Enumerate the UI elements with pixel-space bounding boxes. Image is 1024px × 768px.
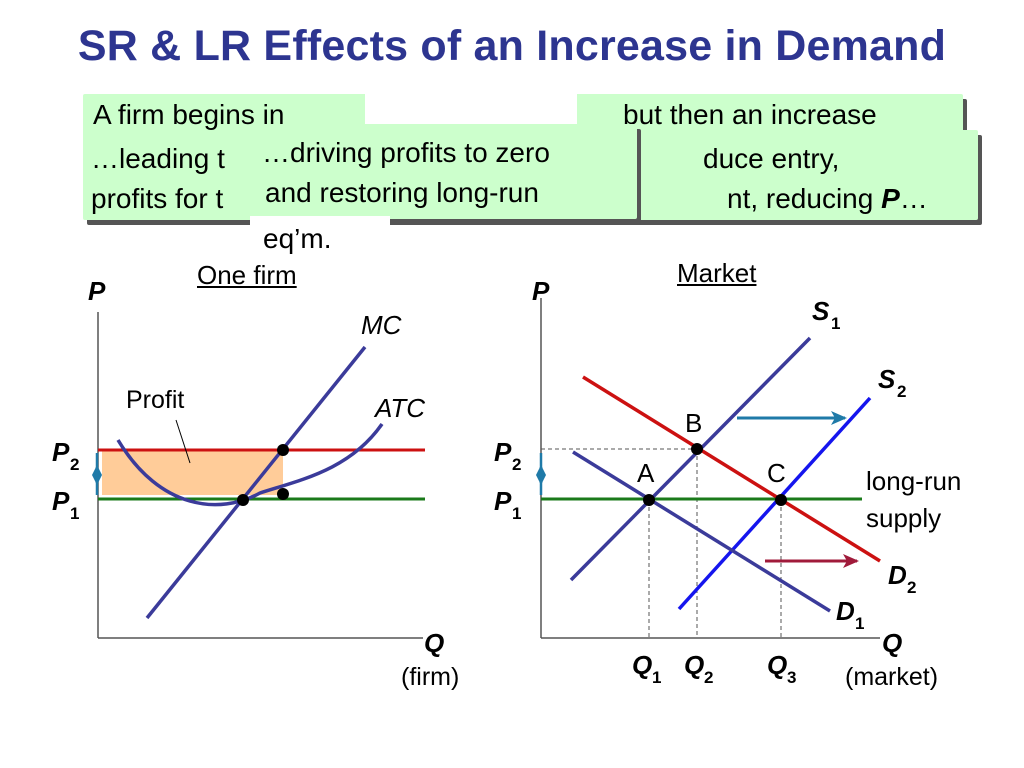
d1-sub: 1: [855, 614, 865, 633]
point-a: [643, 494, 655, 506]
market-p2-label: P: [494, 437, 512, 467]
d1-label: D: [836, 596, 855, 626]
lr-supply-label-line2: supply: [866, 503, 942, 533]
point-c-label: C: [767, 458, 786, 488]
profit-label: Profit: [126, 386, 185, 414]
d2-curve: [582, 375, 881, 563]
market-p1-sub: 1: [512, 504, 522, 523]
box2-line2-ellipsis: …: [899, 183, 928, 214]
text-box-zero-profit: …driving profits to zero and restoring l…: [257, 124, 637, 219]
q2-label: Q: [684, 650, 705, 680]
s2-sub: 2: [897, 382, 907, 401]
s2-curve: [677, 396, 872, 611]
box2-line2-right-text: nt, reducing: [727, 183, 882, 214]
market-y-axis-label: P: [532, 276, 550, 306]
s2-label: S: [878, 364, 896, 394]
atc-curve: [116, 422, 384, 507]
box2-line1-left: …leading t: [91, 143, 225, 174]
s1-curve: [569, 336, 812, 582]
point-b: [691, 443, 703, 455]
box1-right-text: but then an increase: [623, 99, 877, 130]
market-p2-sub: 2: [512, 455, 522, 474]
box2-line2-price-var: P: [881, 183, 900, 214]
d2-sub: 2: [907, 578, 917, 597]
firm-p1-label: P: [52, 486, 70, 516]
q3-sub: 3: [787, 668, 797, 687]
s1-label: S: [812, 296, 830, 326]
firm-point-p2-mc: [277, 444, 289, 456]
q1-sub: 1: [652, 668, 662, 687]
firm-p1-sub: 1: [70, 504, 80, 523]
box3-tail: [250, 216, 390, 256]
box3-line2: and restoring long-run: [265, 177, 539, 208]
firm-point-p1: [237, 494, 249, 506]
d1-curve: [572, 450, 831, 613]
q2-sub: 2: [704, 668, 714, 687]
point-b-label: B: [685, 408, 703, 438]
firm-p2-label: P: [52, 437, 70, 467]
q3-label: Q: [767, 650, 788, 680]
firm-graph-title: One firm: [197, 260, 297, 290]
point-a-label: A: [637, 458, 655, 488]
firm-x-axis-note: (firm): [401, 663, 460, 691]
d2-label: D: [888, 560, 907, 590]
box2-line2-right: nt, reducing P…: [727, 182, 928, 216]
mc-curve: [145, 345, 367, 620]
market-x-axis-note: (market): [845, 663, 939, 691]
box2-line2-left: profits for t: [91, 183, 224, 214]
box2-line1-right: duce entry,: [703, 143, 840, 174]
market-graph-title: Market: [677, 258, 757, 288]
slide-title: SR & LR Effects of an Increase in Demand: [77, 22, 947, 70]
lr-supply-label-line1: long-run: [866, 466, 962, 496]
firm-p2-sub: 2: [70, 455, 80, 474]
s1-sub: 1: [831, 314, 841, 333]
box3-line1: …driving profits to zero: [262, 137, 550, 168]
firm-x-axis-label: Q: [424, 628, 445, 658]
firm-y-axis-label: P: [88, 276, 106, 306]
market-x-axis-label: Q: [882, 628, 903, 658]
box3-line3: eq’m.: [263, 223, 332, 254]
market-p1-label: P: [494, 486, 512, 516]
q1-label: Q: [632, 650, 653, 680]
firm-point-p2-atc: [277, 488, 289, 500]
mc-label: MC: [361, 310, 402, 340]
atc-label: ATC: [375, 393, 426, 423]
box1-left-text: A firm begins in: [93, 99, 285, 130]
profit-pointer: [175, 419, 191, 464]
point-c: [775, 494, 787, 506]
